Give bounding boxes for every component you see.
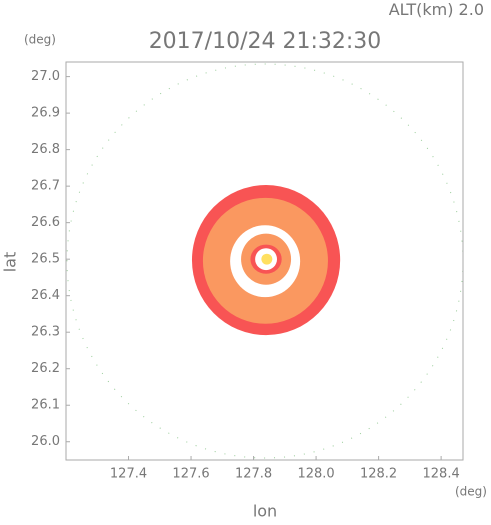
echo-ring xyxy=(261,253,273,265)
y-tick-label: 26.3 xyxy=(31,325,60,340)
y-tick-label: 26.0 xyxy=(31,434,60,449)
y-tick-label: 26.5 xyxy=(31,252,60,267)
x-axis-label: lon xyxy=(253,502,277,521)
x-tick-label: 128.2 xyxy=(360,467,397,482)
y-tick-label: 26.7 xyxy=(31,179,60,194)
x-tick-label: 127.6 xyxy=(172,467,209,482)
x-unit: (deg) xyxy=(455,485,487,499)
x-tick-label: 127.8 xyxy=(235,467,272,482)
altitude: ALT(km) 2.0 xyxy=(389,0,484,19)
x-tick-label: 128.4 xyxy=(423,467,460,482)
chart-title: 2017/10/24 21:32:30 xyxy=(149,29,382,54)
x-tick-label: 127.4 xyxy=(110,467,147,482)
plot-frame xyxy=(65,61,464,461)
y-axis-label: lat xyxy=(1,252,20,273)
y-unit: (deg) xyxy=(24,33,56,47)
y-tick-label: 26.6 xyxy=(31,215,60,230)
y-tick-label: 26.8 xyxy=(31,142,60,157)
y-tick-label: 27.0 xyxy=(31,69,60,84)
y-tick-label: 26.4 xyxy=(31,288,60,303)
y-tick-label: 26.9 xyxy=(31,106,60,121)
y-tick-label: 26.1 xyxy=(31,398,60,413)
y-tick-label: 26.2 xyxy=(31,361,60,376)
x-tick-label: 128.0 xyxy=(297,467,334,482)
